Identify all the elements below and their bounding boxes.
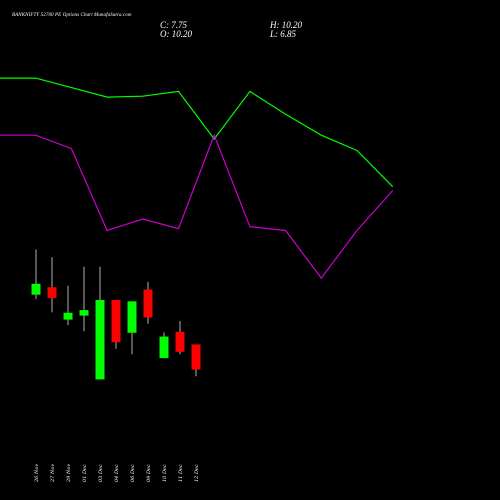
candles xyxy=(31,249,201,380)
candle-body xyxy=(127,301,137,333)
close-value: C: 7.75 xyxy=(160,20,187,30)
x-tick-label: 03 Dec xyxy=(98,464,104,482)
high-value: H: 10.20 xyxy=(270,20,302,30)
candle-body xyxy=(143,289,153,318)
indicator-line xyxy=(0,77,394,188)
x-tick-label: 06 Dec xyxy=(130,464,136,482)
x-tick-label: 12 Dec xyxy=(194,464,200,482)
candle-body xyxy=(63,312,73,320)
candle-body xyxy=(159,336,169,359)
candle-body xyxy=(47,287,57,299)
open-value: O: 10.20 xyxy=(160,29,192,39)
x-tick-label: 29 Nov xyxy=(66,464,72,483)
x-tick-label: 04 Dec xyxy=(114,464,120,482)
x-tick-label: 10 Dec xyxy=(162,464,168,482)
low-value: L: 6.85 xyxy=(270,29,297,39)
candle-body xyxy=(191,344,201,370)
x-tick-label: 09 Dec xyxy=(146,464,152,482)
x-tick-label: 01 Dec xyxy=(82,464,88,482)
indicator-lines xyxy=(0,77,394,280)
candle-body xyxy=(79,310,89,316)
candle-body xyxy=(95,300,105,380)
x-tick-label: 26 Nov xyxy=(34,464,40,483)
chart-title: BANKNIFTY 52700 PE Options Chart MunafaS… xyxy=(12,13,132,18)
indicator-line xyxy=(0,133,394,280)
x-axis-labels: 26 Nov 27 Nov 29 Nov 01 Dec 03 Dec 04 Dec 06 D… xyxy=(34,464,200,483)
x-tick-label: 11 Dec xyxy=(178,464,184,482)
x-tick-label: 27 Nov xyxy=(50,464,56,483)
candle-body xyxy=(175,331,185,352)
candle-body xyxy=(111,300,121,343)
candle-body xyxy=(31,283,41,295)
